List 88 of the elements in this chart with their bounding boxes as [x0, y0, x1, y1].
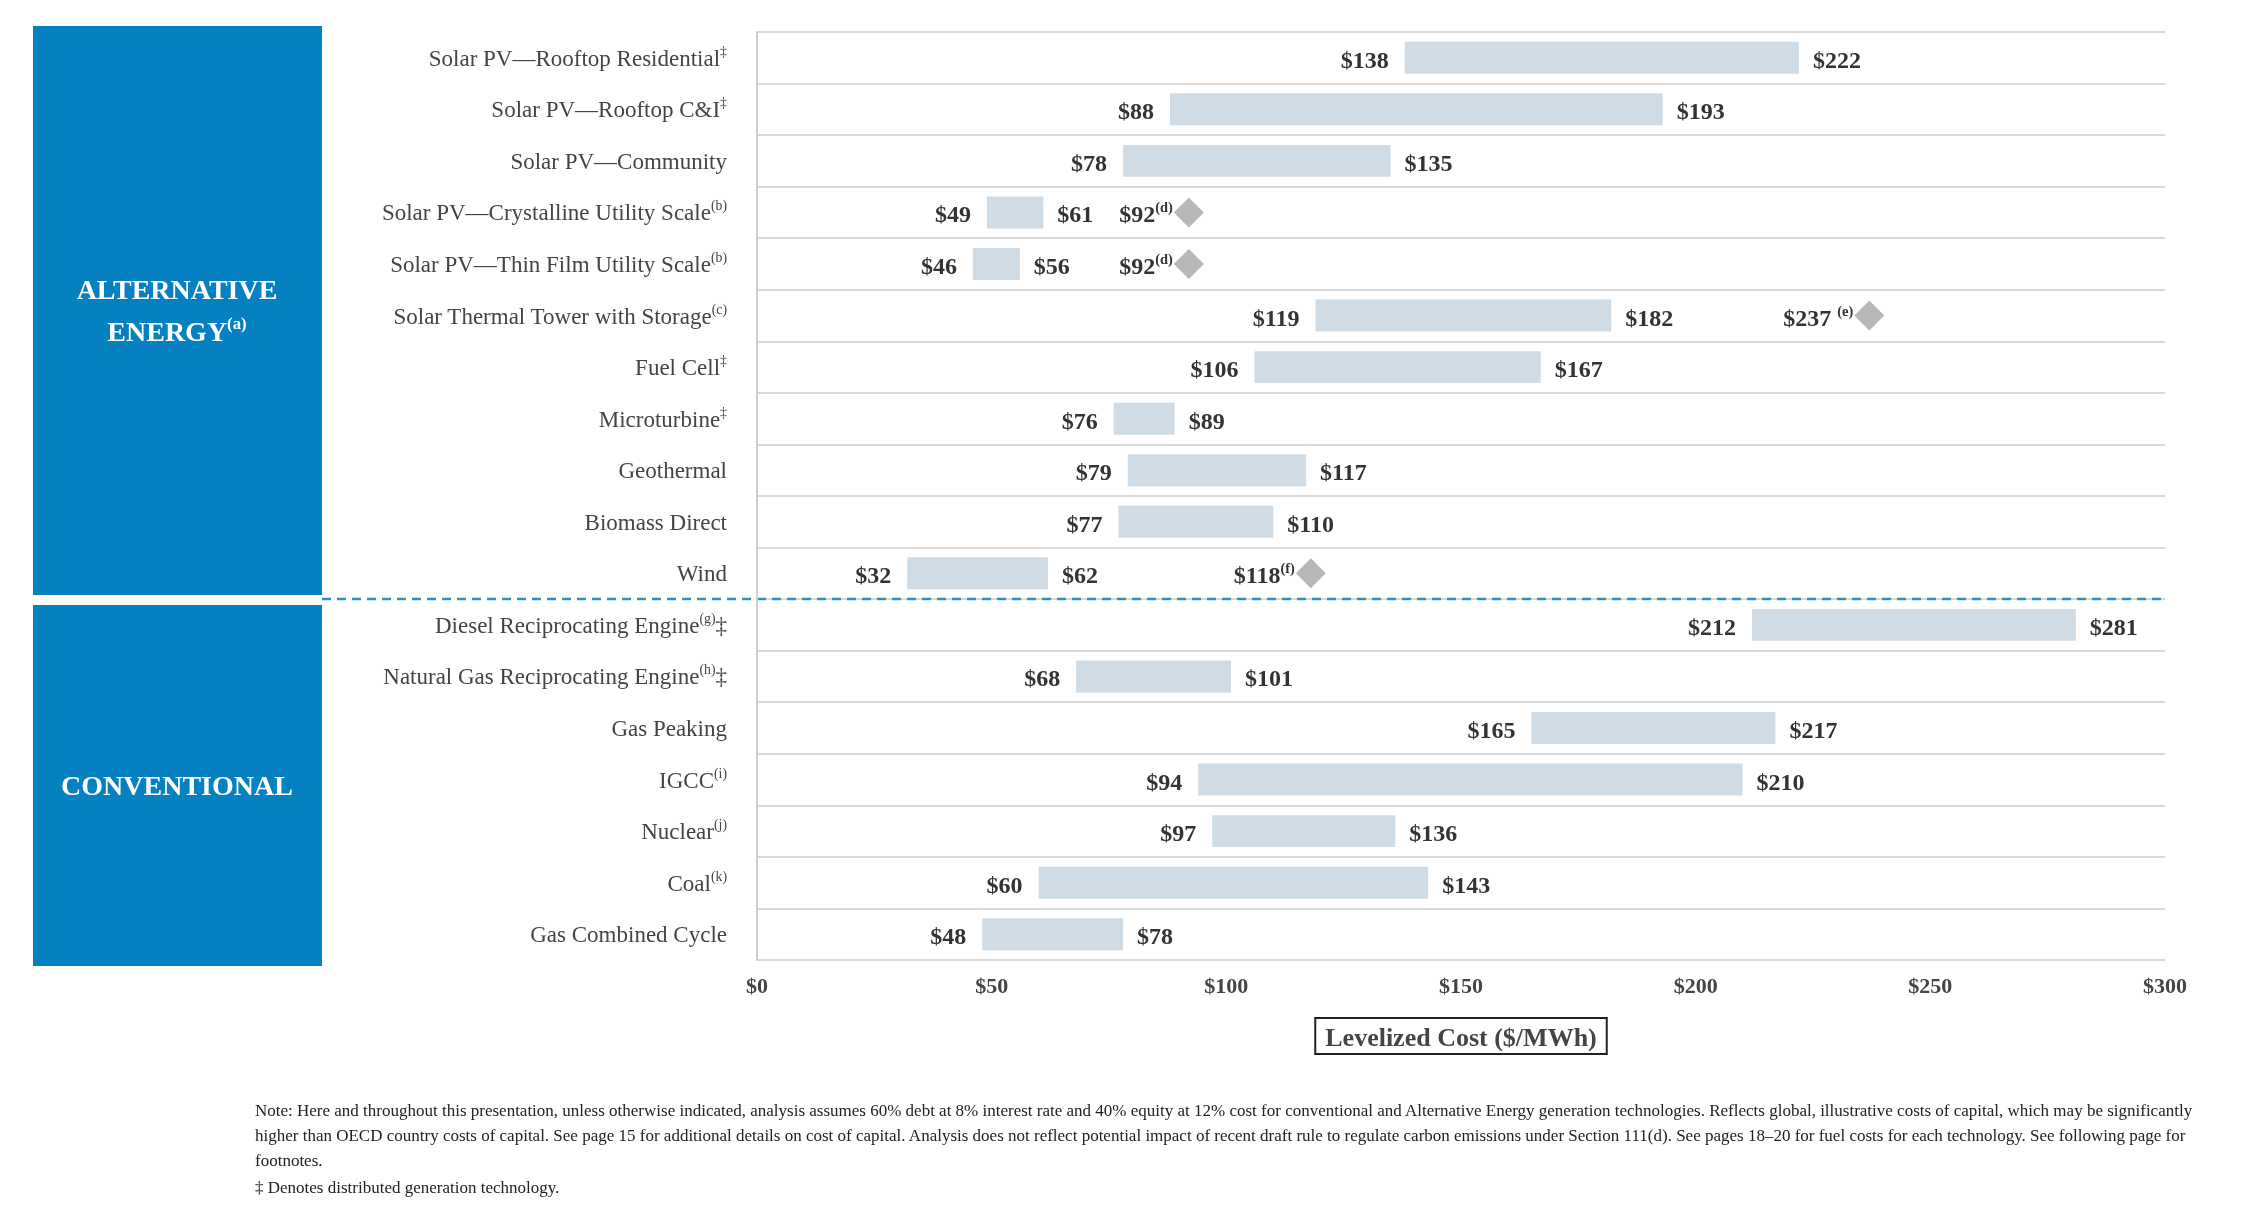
- bar: [1315, 299, 1612, 332]
- annotation: $110: [1287, 510, 1334, 537]
- bar: [1751, 608, 2076, 641]
- y-tick-label: Diesel Reciprocating Engine$^{(g)}$‡: [434, 610, 727, 638]
- annotation: $167: [1554, 356, 1603, 383]
- annotation: $88: [1118, 98, 1154, 125]
- y-tick-label: Solar PV—Crystalline Utility Scale$^{(b)}$: [381, 198, 727, 225]
- bar: [1254, 351, 1541, 384]
- annotation: $62: [1061, 562, 1098, 589]
- bar: [986, 196, 1044, 229]
- bar: [1170, 93, 1663, 126]
- annotation: $237 $^{(e)}$: [1783, 302, 1854, 331]
- annotation: $138: [1340, 46, 1389, 73]
- annotation: $61: [1057, 201, 1094, 228]
- y-tick-label: IGCC$^{(i)}$: [659, 765, 727, 793]
- text: Note: Here and throughout this presentation, unless otherwise indicated, analysis assumes 60% debt at 8% interest rate and 40% equity at 12% cost for conventional and Alternative Energy generation technologies. Reflects global, illustrative costs of capital, which may be significantly higher than OECD country costs of capital. See page 15 for additional details on cost of capital. Analysis does not reflect potential impact of recent draft rule to regulate carbon emissions under Section 111(d). See pages 18–20 for fuel costs for each technology. See following page for footnotes.: [255, 1100, 2194, 1172]
- y-tick-label: Solar PV—Thin Film Utility Scale$^{(b)}$: [390, 249, 727, 277]
- y-tick-label: Gas Combined Cycle: [530, 921, 727, 947]
- bar: [982, 918, 1124, 951]
- x-tick-label: $50: [975, 972, 1009, 998]
- annotation: $48: [930, 923, 967, 950]
- bar: [1113, 402, 1175, 435]
- x-tick-label: $150: [1439, 972, 1483, 998]
- text: ALTERNATIVE ENERGY$^{(a)}$: [75, 272, 279, 349]
- y-tick-label: Solar Thermal Tower with Storage$^{(c)}$: [393, 301, 727, 329]
- bar: [1198, 763, 1743, 796]
- annotation: $46: [920, 253, 957, 279]
- x-tick-label: $0: [746, 972, 768, 998]
- annotation: $117: [1320, 459, 1367, 486]
- annotation: $212: [1687, 613, 1736, 640]
- y-tick-label: Geothermal: [618, 457, 727, 483]
- annotation: $182: [1625, 304, 1674, 331]
- annotation: $78: [1137, 923, 1174, 950]
- bar: [1123, 144, 1391, 177]
- bar: [1404, 41, 1799, 74]
- bar: [907, 557, 1048, 590]
- annotation: $106: [1190, 356, 1239, 383]
- annotation: $97: [1160, 820, 1197, 847]
- y-tick-label: Natural Gas Reciprocating Engine$^{(h)}$‡: [383, 662, 727, 689]
- annotation: $49: [934, 201, 971, 228]
- annotation: $76: [1061, 407, 1098, 434]
- annotation: $78: [1071, 149, 1108, 176]
- x-tick-label: $200: [1673, 972, 1718, 998]
- annotation: $92$^{(d)}$: [1119, 199, 1173, 228]
- annotation: $143: [1442, 871, 1491, 898]
- x-tick-label: $100: [1204, 972, 1249, 998]
- y-tick-label: Wind: [676, 560, 727, 586]
- annotation: $136: [1409, 820, 1458, 847]
- text: CONVENTIONAL: [60, 768, 294, 803]
- x-tick-label: $300: [2143, 972, 2187, 998]
- y-tick-label: Fuel Cell$^{‡}$: [635, 352, 727, 380]
- y-tick-label: Coal$^{(k)}$: [667, 868, 727, 896]
- annotation: $68: [1024, 665, 1061, 692]
- x-axis-title: Levelized Cost ($/MWh): [1325, 1022, 1597, 1052]
- annotation: $77: [1066, 510, 1103, 537]
- annotation: $118$^{(f)}$: [1233, 560, 1295, 589]
- y-tick-label: Solar PV—Rooftop Residential$^{‡}$: [428, 43, 727, 71]
- annotation: $60: [986, 871, 1023, 898]
- y-tick-label: Solar PV—Community: [510, 148, 727, 174]
- bar: [1118, 505, 1274, 538]
- bar: [1127, 454, 1307, 487]
- bar: [1531, 712, 1776, 744]
- annotation: $101: [1245, 665, 1294, 692]
- bar: [1038, 866, 1429, 899]
- annotation: $165: [1467, 717, 1516, 743]
- x-tick-label: $250: [1908, 972, 1953, 998]
- bar: [1212, 815, 1396, 848]
- annotation: $32: [855, 562, 892, 589]
- annotation: $119: [1252, 304, 1300, 331]
- annotation: $94: [1146, 768, 1183, 795]
- y-tick-label: Microturbine$^{‡}$: [598, 404, 727, 432]
- annotation: $92$^{(d)}$: [1119, 250, 1173, 279]
- annotation: $210: [1756, 768, 1805, 795]
- y-tick-label: Nuclear$^{(j)}$: [641, 816, 727, 844]
- y-tick-label: Gas Peaking: [611, 715, 727, 741]
- annotation: $56: [1033, 253, 1070, 279]
- bar: [1076, 660, 1232, 693]
- annotation: $135: [1404, 149, 1453, 176]
- annotation: $281: [2089, 613, 2138, 640]
- annotation: $222: [1812, 46, 1861, 73]
- bar: [972, 248, 1020, 280]
- y-tick-label: Solar PV—Rooftop C&I$^{‡}$: [491, 95, 727, 122]
- y-tick-label: Biomass Direct: [584, 509, 727, 535]
- annotation: $217: [1789, 717, 1838, 743]
- text: ‡ Denotes distributed generation technology.: [255, 1177, 561, 1199]
- annotation: $193: [1676, 98, 1725, 125]
- annotation: $89: [1188, 407, 1225, 434]
- annotation: $79: [1075, 459, 1112, 486]
